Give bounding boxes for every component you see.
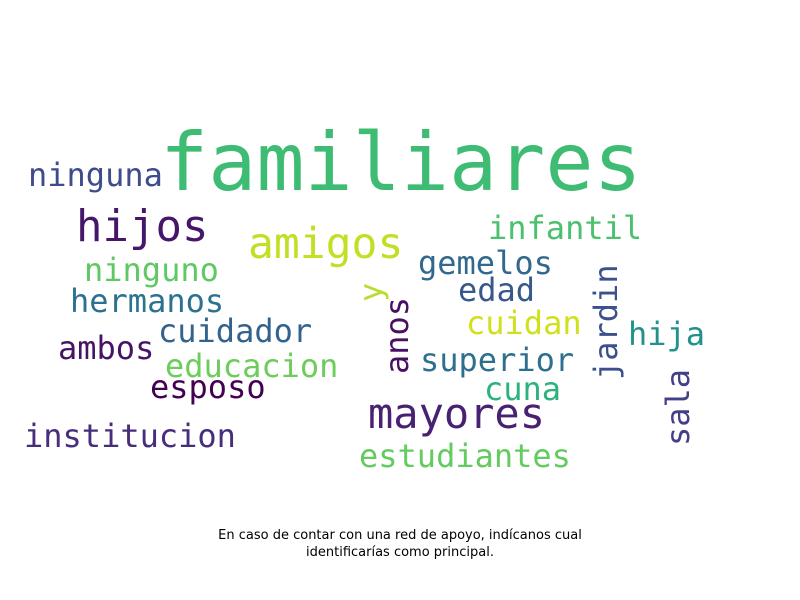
word-y: y [352, 283, 390, 302]
word-esposo: esposo [150, 368, 266, 406]
word-ambos: ambos [58, 329, 154, 367]
word-mayores: mayores [368, 389, 545, 438]
word-hermanos: hermanos [70, 282, 224, 320]
word-familiares: familiares [160, 116, 642, 209]
word-cuidan: cuidan [466, 304, 582, 342]
word-infantil: infantil [488, 209, 642, 247]
word-hija: hija [628, 315, 705, 353]
word-ninguna: ninguna [28, 156, 163, 194]
word-estudiantes: estudiantes [359, 437, 571, 475]
word-amigos: amigos [248, 219, 403, 269]
word-hijos: hijos [76, 201, 208, 252]
word-institucion: institucion [24, 417, 236, 455]
word-educacion: educacion [165, 347, 338, 385]
figure-caption: En caso de contar con una red de apoyo, … [0, 527, 800, 561]
word-jardin: jardin [587, 264, 625, 380]
word-anos: anos [378, 297, 416, 374]
caption-line-1: En caso de contar con una red de apoyo, … [218, 528, 582, 543]
word-gemelos: gemelos [418, 244, 553, 282]
word-ninguno: ninguno [84, 251, 219, 289]
caption-line-2: identificarías como principal. [306, 545, 494, 560]
word-edad: edad [458, 271, 535, 309]
word-sala: sala [659, 369, 697, 446]
word-cuna: cuna [484, 370, 561, 408]
word-cuidador: cuidador [158, 312, 312, 350]
word-superior: superior [420, 341, 574, 379]
